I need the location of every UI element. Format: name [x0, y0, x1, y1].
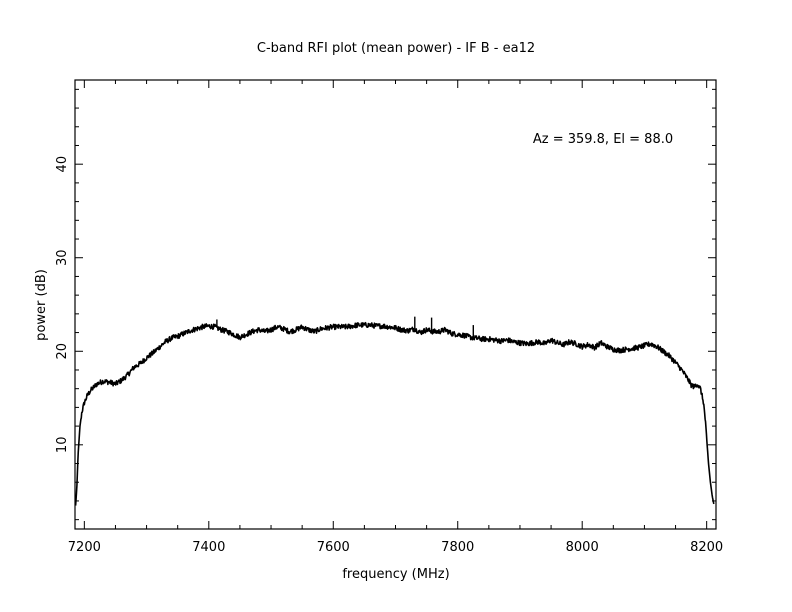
y-tick-label: 30	[55, 249, 70, 266]
y-axis-label: power (dB)	[34, 269, 49, 341]
x-tick-label: 8200	[690, 540, 723, 555]
y-tick-label: 40	[55, 156, 70, 173]
plot-frame	[74, 79, 717, 530]
power-series-line	[74, 321, 715, 506]
pointing-annotation: Az = 359.8, El = 88.0	[533, 132, 673, 147]
x-axis-label: frequency (MHz)	[342, 567, 449, 582]
y-axis-ticks	[75, 88, 716, 521]
y-tick-label: 10	[55, 437, 70, 454]
x-tick-label: 7800	[441, 540, 474, 555]
x-tick-label: 7600	[317, 540, 350, 555]
x-tick-label: 7200	[68, 540, 101, 555]
x-tick-label: 7400	[192, 540, 225, 555]
y-tick-label: 20	[55, 343, 70, 360]
x-axis-ticks	[83, 80, 708, 529]
y-axis-tick-labels: 10 20 30 40	[55, 156, 70, 453]
x-tick-label: 8000	[566, 540, 599, 555]
rfi-spikes	[216, 316, 474, 338]
chart-title: C-band RFI plot (mean power) - IF B - ea…	[257, 41, 535, 56]
x-axis-tick-labels: 7200 7400 7600 7800 8000 8200	[68, 540, 723, 555]
